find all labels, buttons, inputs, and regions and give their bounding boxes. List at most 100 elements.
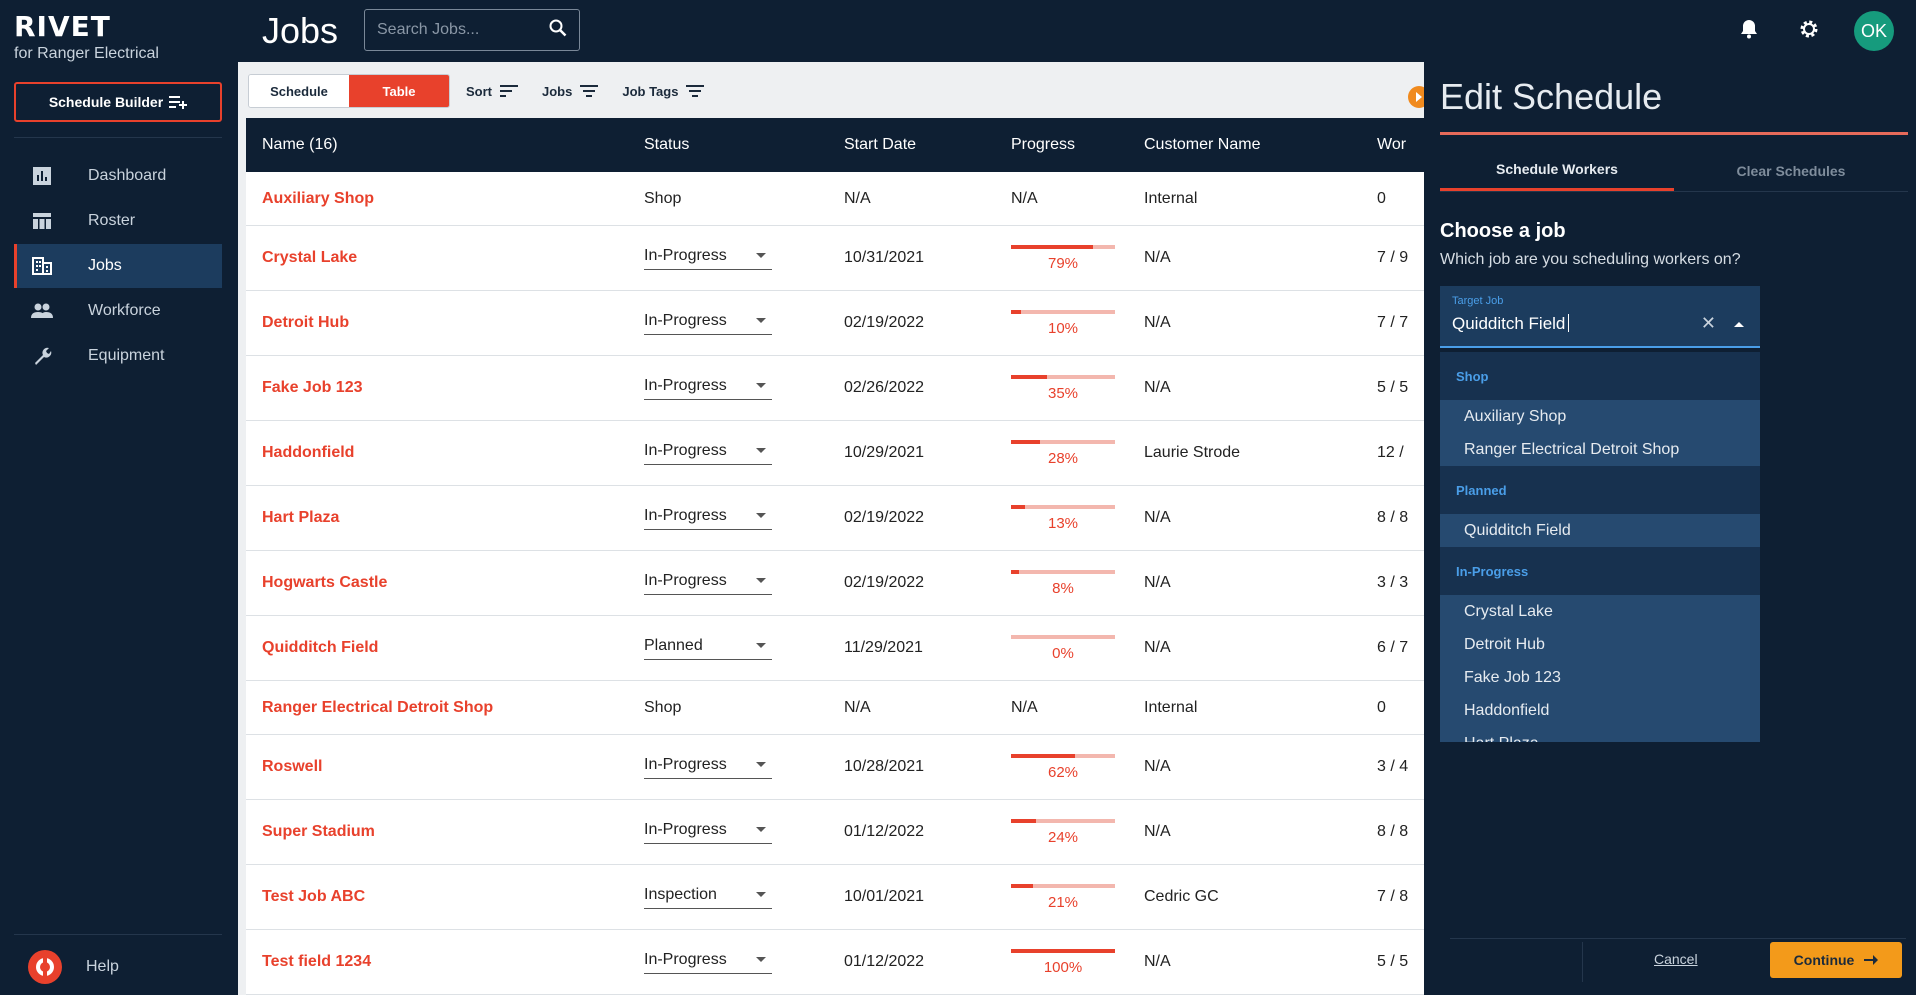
- column-header-name[interactable]: Name (16): [262, 136, 338, 153]
- search-input[interactable]: [377, 21, 537, 39]
- table-row[interactable]: Quidditch Field Planned 11/29/2021 0% N/A 6 /…: [246, 616, 1424, 681]
- job-name-link[interactable]: Fake Job 123: [262, 379, 363, 396]
- table-row[interactable]: Detroit Hub In-Progress 02/19/2022 10% N/A 7 …: [246, 291, 1424, 356]
- continue-button[interactable]: Continue: [1770, 942, 1902, 978]
- view-table-button[interactable]: Table: [349, 75, 449, 107]
- status-select[interactable]: In-Progress: [644, 247, 772, 270]
- dropdown-option[interactable]: Ranger Electrical Detroit Shop: [1440, 433, 1760, 466]
- job-name-link[interactable]: Quidditch Field: [262, 639, 379, 656]
- start-date: 02/19/2022: [844, 574, 925, 591]
- job-name-link[interactable]: Super Stadium: [262, 823, 375, 840]
- help-link[interactable]: Help: [28, 950, 119, 984]
- status-select[interactable]: In-Progress: [644, 821, 772, 844]
- column-header-start-date[interactable]: Start Date: [844, 136, 917, 153]
- chevron-up-icon[interactable]: [1734, 322, 1744, 327]
- dropdown-arrow-icon: [756, 578, 766, 583]
- status-select[interactable]: In-Progress: [644, 312, 772, 335]
- status-select[interactable]: In-Progress: [644, 442, 772, 465]
- table-row[interactable]: Test Job ABC Inspection 10/01/2021 21% Cedri…: [246, 865, 1424, 930]
- job-name-link[interactable]: Crystal Lake: [262, 249, 358, 266]
- dropdown-arrow-icon: [756, 383, 766, 388]
- tab-clear-schedules[interactable]: Clear Schedules: [1736, 162, 1846, 179]
- dropdown-option[interactable]: Crystal Lake: [1440, 595, 1760, 628]
- status-select[interactable]: In-Progress: [644, 756, 772, 779]
- sidebar-item-roster[interactable]: Roster: [14, 199, 222, 243]
- job-name-link[interactable]: Hogwarts Castle: [262, 574, 388, 591]
- status-select[interactable]: Planned: [644, 637, 772, 660]
- status-select[interactable]: In-Progress: [644, 377, 772, 400]
- sort-icon: [500, 85, 518, 97]
- progress-fill: [1011, 818, 1036, 823]
- table-row[interactable]: Haddonfield In-Progress 10/29/2021 28% Lauri…: [246, 421, 1424, 486]
- progress-track: [1011, 818, 1115, 823]
- sort-button[interactable]: Sort: [466, 84, 518, 99]
- table-row[interactable]: Crystal Lake In-Progress 10/31/2021 79% N/A 7…: [246, 226, 1424, 291]
- target-job-field[interactable]: Target Job Quidditch Field ✕: [1440, 286, 1760, 348]
- table-row[interactable]: Fake Job 123 In-Progress 02/26/2022 35% N/A 5…: [246, 356, 1424, 421]
- dropdown-arrow-icon: [756, 448, 766, 453]
- workers-count: 7 / 7: [1377, 314, 1409, 331]
- job-name-link[interactable]: Test Job ABC: [262, 888, 366, 905]
- progress-indicator: 0%: [1011, 634, 1115, 662]
- sidebar-item-workforce[interactable]: Workforce: [14, 289, 222, 333]
- table-row[interactable]: Super Stadium In-Progress 01/12/2022 24% N/A…: [246, 800, 1424, 865]
- progress-fill: [1011, 374, 1048, 379]
- dropdown-option[interactable]: Quidditch Field: [1440, 514, 1760, 547]
- status-select[interactable]: In-Progress: [644, 507, 772, 530]
- table-row[interactable]: Roswell In-Progress 10/28/2021 62% N/A 3 / 4: [246, 735, 1424, 800]
- column-header-status[interactable]: Status: [644, 136, 690, 153]
- jobs-filter-button[interactable]: Jobs: [542, 84, 599, 99]
- table-body: Auxiliary Shop Shop N/A N/A Internal 0 Crystal…: [246, 172, 1424, 995]
- table-row[interactable]: Auxiliary Shop Shop N/A N/A Internal 0: [246, 172, 1424, 226]
- column-header-workers[interactable]: Wor: [1377, 136, 1407, 153]
- sidebar-item-jobs[interactable]: Jobs: [14, 244, 222, 288]
- status-select[interactable]: Inspection: [644, 886, 772, 909]
- table-row[interactable]: Ranger Electrical Detroit Shop Shop N/A N/A…: [246, 681, 1424, 735]
- brand[interactable]: RIVET for Ranger Electrical: [14, 10, 159, 63]
- status-select[interactable]: In-Progress: [644, 951, 772, 974]
- target-job-input[interactable]: Quidditch Field: [1452, 314, 1569, 334]
- dropdown-option[interactable]: Auxiliary Shop: [1440, 400, 1760, 433]
- job-name-link[interactable]: Auxiliary Shop: [262, 189, 375, 207]
- job-name-link[interactable]: Haddonfield: [262, 444, 355, 461]
- jobs-table: Name (16) Status Start Date Progress Cus…: [246, 118, 1424, 995]
- progress-indicator: 8%: [1011, 569, 1115, 597]
- job-name-link[interactable]: Hart Plaza: [262, 509, 340, 526]
- schedule-builder-button[interactable]: Schedule Builder: [14, 82, 222, 122]
- job-name-link[interactable]: Detroit Hub: [262, 314, 350, 331]
- table-row[interactable]: Hart Plaza In-Progress 02/19/2022 13% N/A 8 /…: [246, 486, 1424, 551]
- progress-track: [1011, 244, 1115, 249]
- search-box[interactable]: [364, 9, 580, 51]
- dropdown-option[interactable]: Detroit Hub: [1440, 628, 1760, 661]
- notification-bell-icon[interactable]: [1740, 19, 1758, 44]
- dropdown-arrow-icon: [756, 892, 766, 897]
- dropdown-arrow-icon: [756, 957, 766, 962]
- sidebar-item-equipment[interactable]: Equipment: [14, 334, 222, 378]
- clear-icon[interactable]: ✕: [1700, 313, 1716, 333]
- job-name-link[interactable]: Test field 1234: [262, 953, 372, 970]
- column-header-customer[interactable]: Customer Name: [1144, 136, 1261, 153]
- start-date: 02/26/2022: [844, 379, 925, 396]
- column-header-progress[interactable]: Progress: [1011, 136, 1076, 153]
- tab-schedule-workers[interactable]: Schedule Workers: [1440, 150, 1674, 191]
- job-tags-filter-button[interactable]: Job Tags: [622, 84, 705, 99]
- cancel-button[interactable]: Cancel: [1654, 951, 1698, 967]
- gear-icon[interactable]: [1798, 18, 1820, 45]
- sidebar-item-dashboard[interactable]: Dashboard: [14, 154, 222, 198]
- progress-value: 35%: [1047, 384, 1079, 402]
- dropdown-option[interactable]: Fake Job 123: [1440, 661, 1760, 694]
- user-avatar[interactable]: OK: [1854, 11, 1894, 51]
- progress-indicator: 21%: [1011, 883, 1115, 911]
- dropdown-option[interactable]: Hart Plaza: [1440, 727, 1760, 742]
- table-row[interactable]: Test field 1234 In-Progress 01/12/2022 100%…: [246, 930, 1424, 995]
- top-icons: OK: [1740, 0, 1916, 62]
- job-name-link[interactable]: Ranger Electrical Detroit Shop: [262, 698, 494, 716]
- job-name-link[interactable]: Roswell: [262, 758, 323, 775]
- view-schedule-button[interactable]: Schedule: [249, 75, 349, 107]
- search-icon[interactable]: [549, 19, 567, 42]
- brand-subtitle: for Ranger Electrical: [14, 45, 159, 62]
- sidebar: RIVET for Ranger Electrical Schedule Bui…: [0, 0, 238, 995]
- dropdown-option[interactable]: Haddonfield: [1440, 694, 1760, 727]
- status-select[interactable]: In-Progress: [644, 572, 772, 595]
- table-row[interactable]: Hogwarts Castle In-Progress 02/19/2022 8% N/…: [246, 551, 1424, 616]
